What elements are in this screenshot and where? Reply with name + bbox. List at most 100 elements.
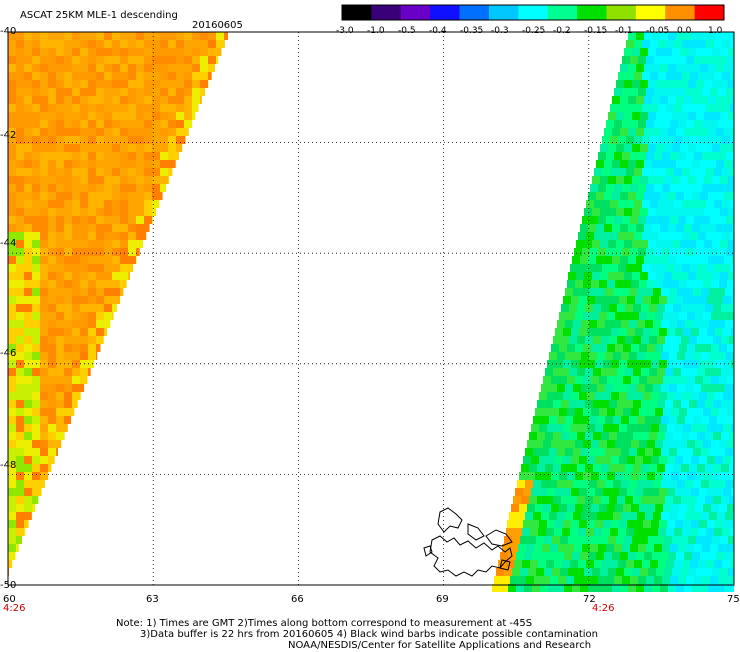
wind-cell (567, 440, 575, 448)
wind-cell (724, 224, 732, 232)
wind-cell (16, 504, 24, 512)
wind-cell (705, 368, 713, 376)
wind-cell (642, 200, 650, 208)
wind-cell (88, 176, 96, 184)
wind-cell (709, 320, 717, 328)
wind-cell (40, 352, 48, 360)
wind-cell (8, 544, 16, 552)
wind-cell (120, 96, 128, 104)
wind-cell (726, 152, 734, 160)
wind-cell (569, 400, 577, 408)
wind-cell (576, 568, 584, 576)
wind-cell (610, 528, 618, 536)
wind-cell (677, 384, 685, 392)
wind-cell (668, 552, 676, 560)
wind-cell (72, 128, 80, 136)
wind-cell (723, 328, 731, 336)
wind-cell (699, 296, 707, 304)
wind-cell (698, 232, 706, 240)
wind-cell (16, 120, 24, 128)
colorbar-tick-label: -0.3 (491, 25, 509, 37)
wind-cell (24, 488, 32, 496)
wind-cell (652, 160, 660, 168)
wind-cell (72, 200, 80, 208)
wind-cell (688, 112, 696, 120)
wind-cell (112, 64, 120, 72)
wind-cell (728, 112, 734, 120)
wind-cell (120, 272, 128, 280)
wind-cell (659, 456, 667, 464)
wind-cell (674, 264, 682, 272)
wind-cell (32, 440, 40, 448)
wind-cell (509, 512, 517, 520)
wind-cell (598, 152, 606, 160)
wind-cell (48, 200, 56, 208)
wind-cell (595, 296, 603, 304)
wind-cell (56, 128, 64, 136)
wind-cell (544, 536, 552, 544)
wind-cell (184, 64, 192, 72)
wind-cell (593, 464, 601, 472)
wind-cell (512, 536, 520, 544)
wind-cell (16, 328, 24, 336)
wind-cell (16, 296, 24, 304)
wind-cell (557, 352, 565, 360)
wind-cell (543, 376, 551, 384)
wind-cell (48, 432, 56, 440)
wind-cell (563, 520, 571, 528)
wind-cell (24, 472, 32, 480)
wind-cell (629, 384, 637, 392)
wind-cell (112, 160, 120, 168)
wind-cell (617, 464, 625, 472)
wind-cell (659, 520, 667, 528)
wind-cell (591, 344, 599, 352)
wind-cell (633, 368, 641, 376)
wind-cell (168, 64, 176, 72)
wind-cell (578, 264, 586, 272)
wind-cell (611, 424, 619, 432)
wind-cell (602, 200, 610, 208)
lon-label-75: 75 (727, 594, 740, 606)
wind-cell (657, 400, 665, 408)
wind-cell (720, 536, 728, 544)
wind-cell (597, 384, 605, 392)
wind-cell (663, 472, 671, 480)
wind-cell (683, 456, 691, 464)
wind-cell (80, 264, 88, 272)
wind-cell (636, 224, 644, 232)
wind-cell (672, 536, 680, 544)
wind-cell (96, 144, 104, 152)
wind-cell (712, 240, 720, 248)
wind-cell (136, 208, 144, 216)
wind-cell (725, 448, 733, 456)
wind-cell (687, 408, 695, 416)
wind-cell (719, 504, 727, 512)
wind-cell (523, 488, 531, 496)
wind-cell (626, 528, 634, 536)
wind-cell (636, 64, 644, 72)
wind-cell (104, 104, 112, 112)
wind-cell (8, 152, 16, 160)
wind-cell (104, 144, 112, 152)
wind-cell (633, 400, 641, 408)
wind-cell (533, 448, 541, 456)
wind-cell (112, 80, 120, 88)
wind-cell (560, 536, 568, 544)
wind-cell (176, 88, 184, 96)
wind-cell (721, 432, 729, 440)
lon-label-63: 63 (146, 594, 159, 606)
wind-cell (571, 520, 579, 528)
wind-cell (723, 392, 731, 400)
wind-cell (104, 96, 112, 104)
wind-cell (16, 248, 24, 256)
wind-cell (8, 104, 16, 112)
wind-cell (551, 440, 559, 448)
wind-cell (595, 328, 603, 336)
wind-cell (24, 376, 32, 384)
wind-cell (40, 280, 48, 288)
wind-cell (24, 400, 32, 408)
wind-cell (667, 392, 675, 400)
wind-cell (625, 464, 633, 472)
wind-cell (572, 552, 580, 560)
wind-cell (569, 432, 577, 440)
